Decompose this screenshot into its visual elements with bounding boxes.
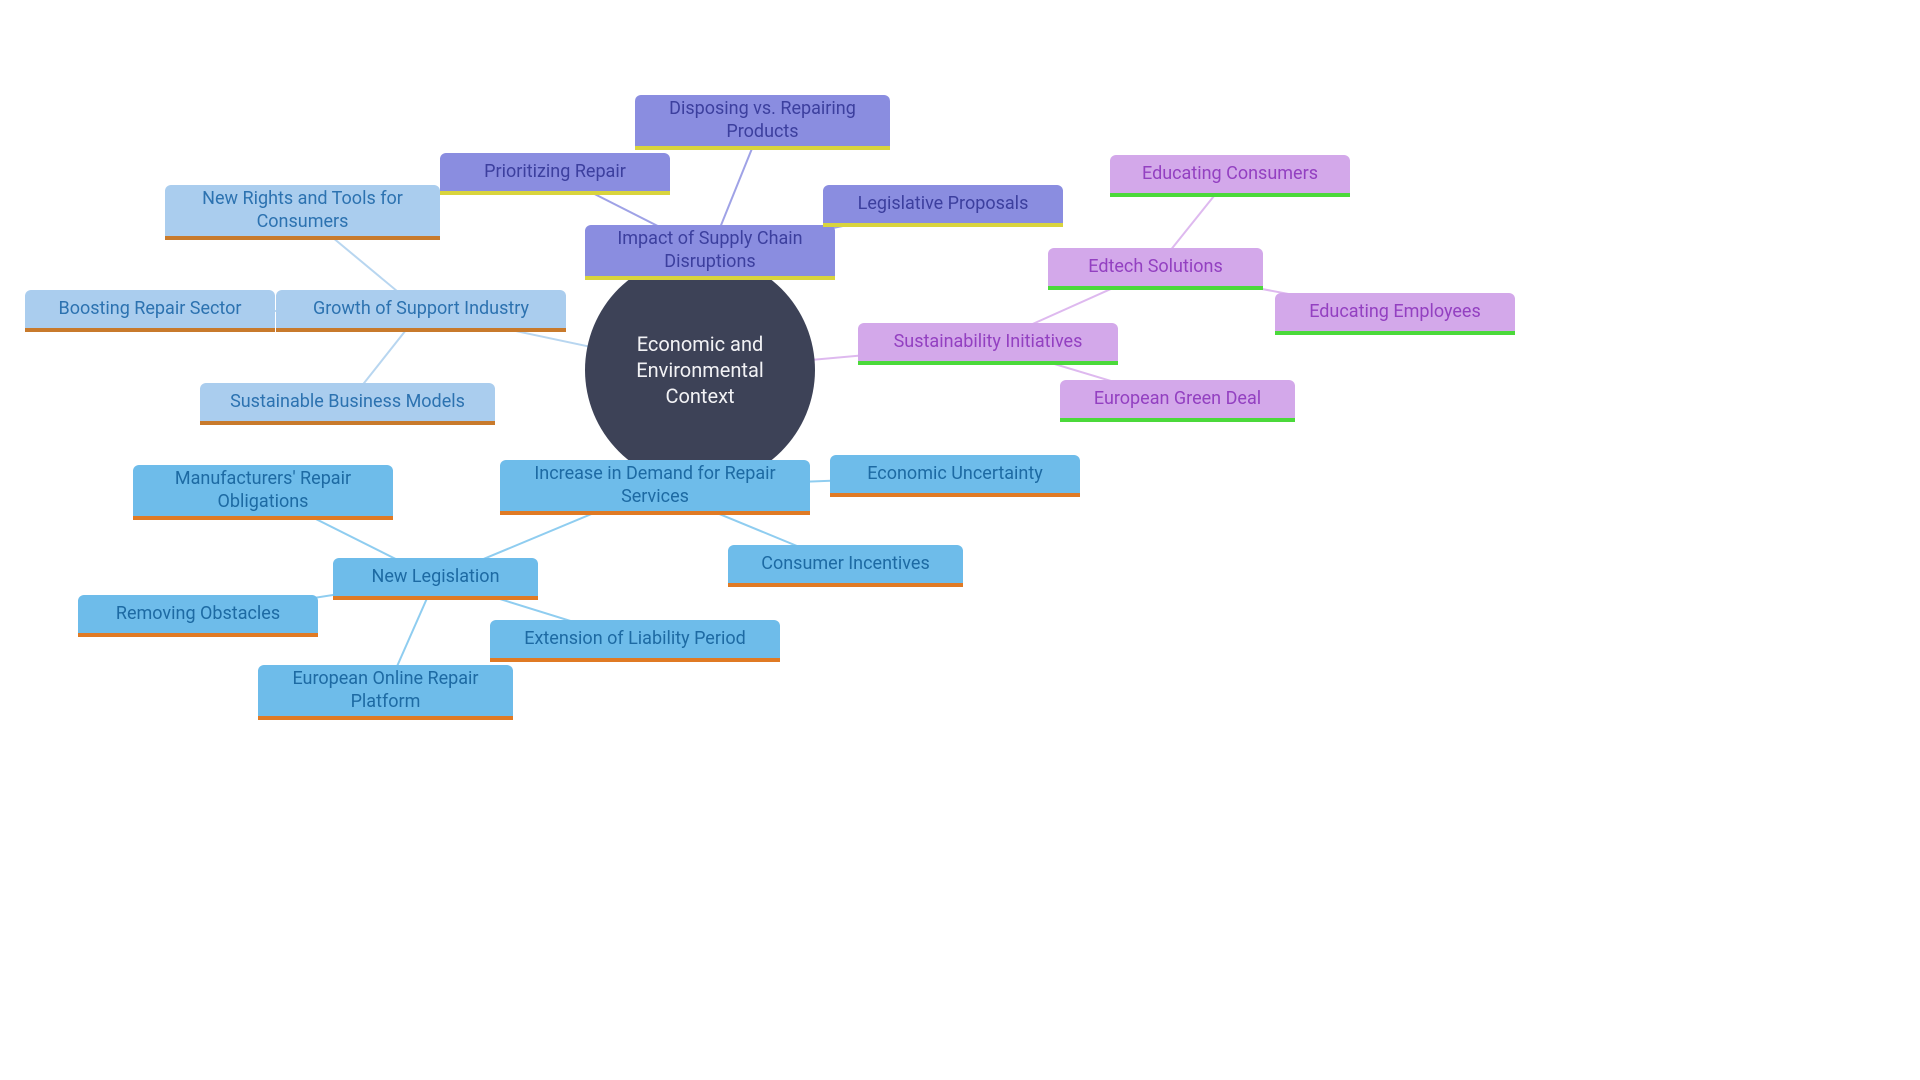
node-legprop: Legislative Proposals [823,185,1063,227]
center-label: Economic and Environmental Context [605,331,795,409]
node-label: Manufacturers' Repair Obligations [175,468,351,513]
node-label: Disposing vs. Repairing Products [669,98,856,143]
node-ext: Extension of Liability Period [490,620,780,662]
node-newleg: New Legislation [333,558,538,600]
node-label: New Rights and Tools for Consumers [202,188,403,233]
node-remove: Removing Obstacles [78,595,318,637]
node-label: Sustainable Business Models [230,391,465,414]
node-dispose: Disposing vs. Repairing Products [635,95,890,150]
edges-layer [0,0,1920,1080]
node-growth: Growth of Support Industry [276,290,566,332]
center-node: Economic and Environmental Context [585,255,815,485]
node-demand: Increase in Demand for Repair Services [500,460,810,515]
node-platform: European Online Repair Platform [258,665,513,720]
node-label: Removing Obstacles [116,603,280,626]
node-rights: New Rights and Tools for Consumers [165,185,440,240]
node-label: Growth of Support Industry [313,298,529,321]
node-label: Legislative Proposals [858,193,1029,216]
node-label: Educating Consumers [1142,163,1318,186]
node-label: Impact of Supply Chain Disruptions [617,228,802,273]
node-boost: Boosting Repair Sector [25,290,275,332]
node-edtech: Edtech Solutions [1048,248,1263,290]
node-label: New Legislation [371,566,499,589]
node-label: Sustainability Initiatives [894,331,1083,354]
node-label: Extension of Liability Period [524,628,746,651]
node-green: European Green Deal [1060,380,1295,422]
node-educe: Educating Employees [1275,293,1515,335]
node-label: European Green Deal [1094,388,1261,411]
node-label: Educating Employees [1309,301,1481,324]
node-sustain: Sustainability Initiatives [858,323,1118,365]
mindmap-canvas: Economic and Environmental Context Impact… [0,0,1920,1080]
node-educc: Educating Consumers [1110,155,1350,197]
node-supply: Impact of Supply Chain Disruptions [585,225,835,280]
node-econunc: Economic Uncertainty [830,455,1080,497]
node-label: Boosting Repair Sector [58,298,241,321]
node-sustbm: Sustainable Business Models [200,383,495,425]
node-consinc: Consumer Incentives [728,545,963,587]
node-label: European Online Repair Platform [292,668,478,713]
node-prior: Prioritizing Repair [440,153,670,195]
node-label: Prioritizing Repair [484,161,626,184]
node-label: Edtech Solutions [1088,256,1222,279]
node-label: Increase in Demand for Repair Services [534,463,775,508]
node-label: Consumer Incentives [761,553,929,576]
node-label: Economic Uncertainty [867,463,1043,486]
node-man: Manufacturers' Repair Obligations [133,465,393,520]
